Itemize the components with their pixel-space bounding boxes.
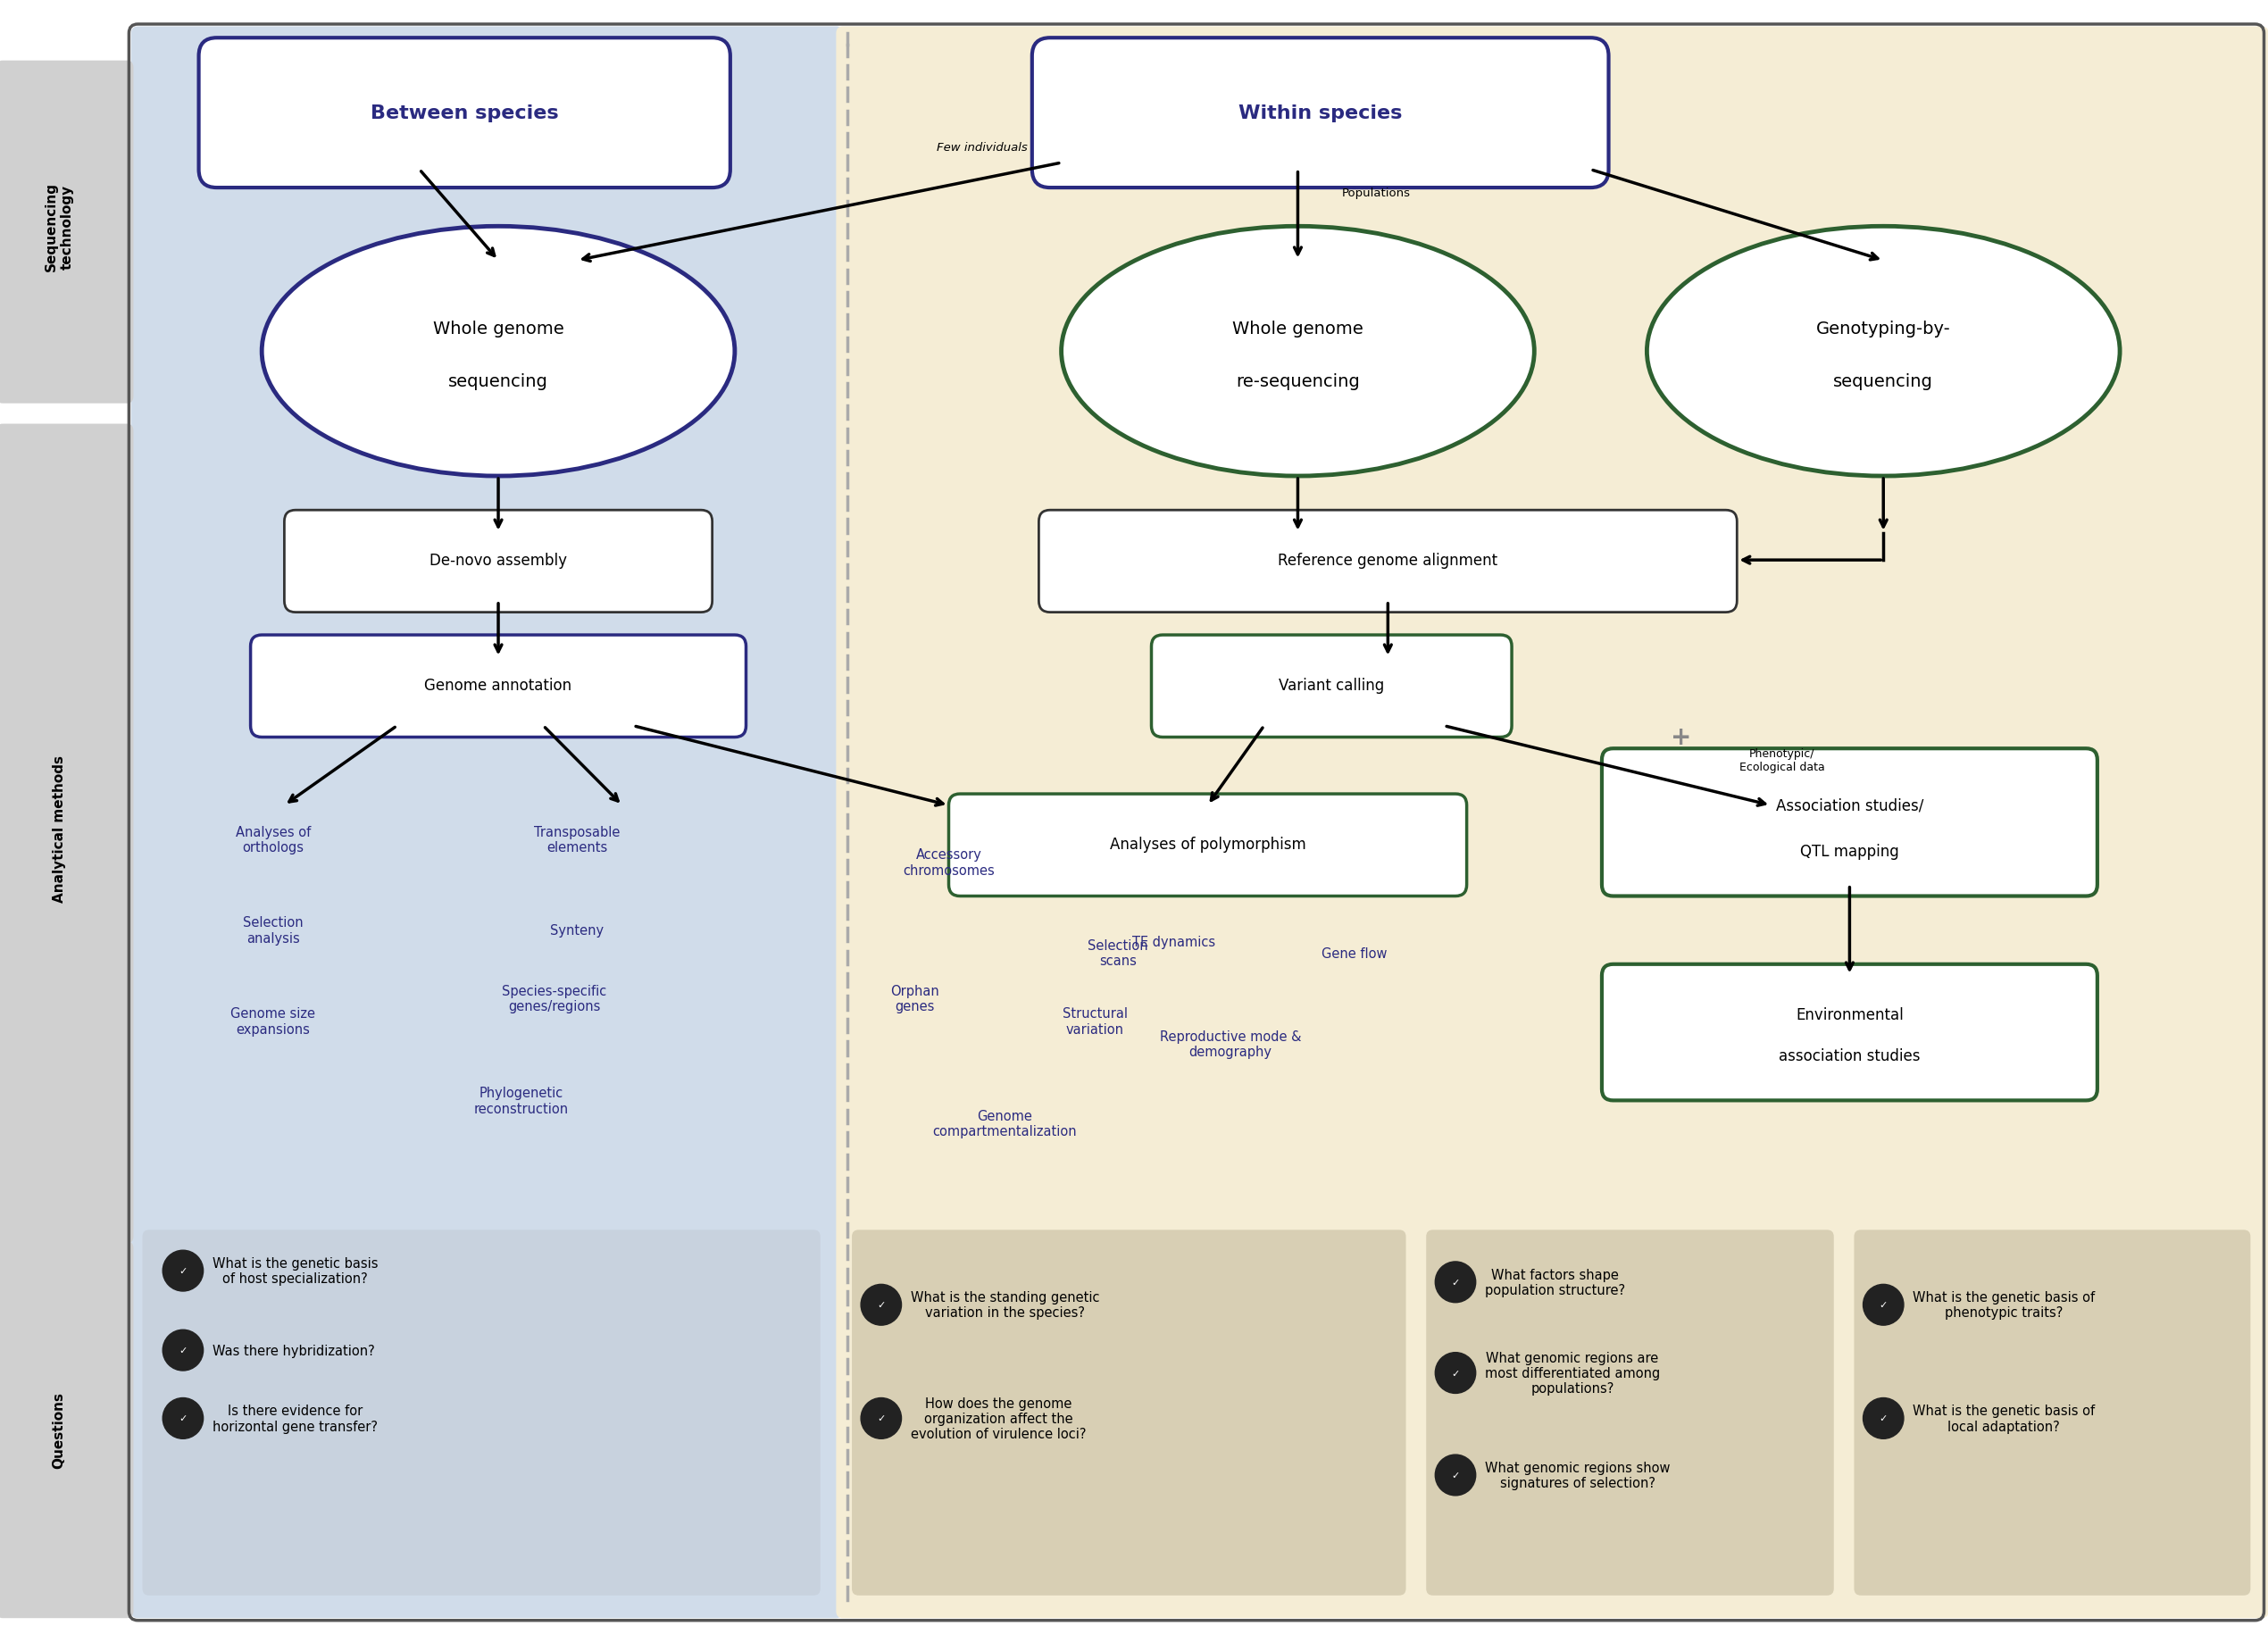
- Text: Selection
analysis: Selection analysis: [243, 917, 304, 944]
- Text: Analytical methods: Analytical methods: [52, 755, 66, 902]
- FancyBboxPatch shape: [1032, 39, 1608, 188]
- Text: Environmental: Environmental: [1796, 1007, 1903, 1023]
- Text: De-novo assembly: De-novo assembly: [429, 552, 567, 569]
- Text: Within species: Within species: [1238, 105, 1402, 123]
- Ellipse shape: [261, 227, 735, 477]
- Text: Few individuals: Few individuals: [937, 142, 1027, 154]
- Text: Is there evidence for
horizontal gene transfer?: Is there evidence for horizontal gene tr…: [213, 1404, 376, 1433]
- Text: ✓: ✓: [1452, 1369, 1461, 1377]
- Text: Structural
variation: Structural variation: [1061, 1007, 1127, 1036]
- Circle shape: [163, 1330, 204, 1371]
- Text: Questions: Questions: [52, 1392, 66, 1467]
- Circle shape: [862, 1284, 900, 1325]
- Circle shape: [862, 1399, 900, 1440]
- Text: ✓: ✓: [1880, 1301, 1887, 1309]
- Text: ✓: ✓: [1880, 1413, 1887, 1423]
- Text: ✓: ✓: [179, 1346, 188, 1355]
- Ellipse shape: [1061, 227, 1533, 477]
- Circle shape: [1436, 1261, 1476, 1302]
- Circle shape: [163, 1399, 204, 1440]
- Circle shape: [163, 1250, 204, 1291]
- FancyBboxPatch shape: [0, 1242, 134, 1618]
- Text: What genomic regions show
signatures of selection?: What genomic regions show signatures of …: [1486, 1461, 1669, 1490]
- Text: ✓: ✓: [1452, 1471, 1461, 1480]
- FancyBboxPatch shape: [1427, 1230, 1835, 1595]
- Text: Genome size
expansions: Genome size expansions: [231, 1007, 315, 1036]
- Text: Reference genome alignment: Reference genome alignment: [1277, 552, 1497, 569]
- Text: What is the genetic basis
of host specialization?: What is the genetic basis of host specia…: [213, 1257, 379, 1286]
- Text: Whole genome: Whole genome: [433, 320, 565, 338]
- Text: Populations: Populations: [1343, 188, 1411, 199]
- Text: ✓: ✓: [179, 1413, 188, 1423]
- Text: Phenotypic/
Ecological data: Phenotypic/ Ecological data: [1740, 748, 1826, 773]
- Text: Association studies/: Association studies/: [1776, 797, 1923, 814]
- FancyBboxPatch shape: [1152, 636, 1513, 737]
- Text: ✓: ✓: [878, 1301, 885, 1309]
- Text: ✓: ✓: [878, 1413, 885, 1423]
- FancyBboxPatch shape: [853, 1230, 1406, 1595]
- Text: Genotyping-by-: Genotyping-by-: [1817, 320, 1950, 338]
- Text: What is the genetic basis of
phenotypic traits?: What is the genetic basis of phenotypic …: [1912, 1291, 2096, 1319]
- FancyBboxPatch shape: [1039, 510, 1737, 613]
- Text: What is the genetic basis of
local adaptation?: What is the genetic basis of local adapt…: [1912, 1404, 2096, 1433]
- Text: Variant calling: Variant calling: [1279, 678, 1383, 693]
- FancyBboxPatch shape: [1601, 964, 2098, 1101]
- Text: What genomic regions are
most differentiated among
populations?: What genomic regions are most differenti…: [1486, 1351, 1660, 1395]
- Text: sequencing: sequencing: [1833, 373, 1932, 391]
- Circle shape: [1862, 1284, 1903, 1325]
- Text: Transposable
elements: Transposable elements: [533, 825, 619, 855]
- Text: re-sequencing: re-sequencing: [1236, 373, 1361, 391]
- Text: Was there hybridization?: Was there hybridization?: [213, 1343, 374, 1356]
- FancyBboxPatch shape: [132, 28, 844, 1618]
- Text: Species-specific
genes/regions: Species-specific genes/regions: [501, 984, 608, 1013]
- FancyBboxPatch shape: [143, 1230, 821, 1595]
- Text: Orphan
genes: Orphan genes: [891, 984, 939, 1013]
- Circle shape: [1436, 1454, 1476, 1495]
- Text: What factors shape
population structure?: What factors shape population structure?: [1486, 1268, 1626, 1297]
- Text: ✓: ✓: [1452, 1278, 1461, 1286]
- FancyBboxPatch shape: [200, 39, 730, 188]
- FancyBboxPatch shape: [0, 425, 134, 1243]
- Circle shape: [1436, 1353, 1476, 1394]
- Text: Phylogenetic
reconstruction: Phylogenetic reconstruction: [474, 1087, 569, 1114]
- Text: sequencing: sequencing: [449, 373, 549, 391]
- Text: Selection
scans: Selection scans: [1086, 938, 1148, 967]
- Text: TE dynamics: TE dynamics: [1132, 935, 1216, 948]
- Text: Genome
compartmentalization: Genome compartmentalization: [932, 1109, 1077, 1137]
- Text: How does the genome
organization affect the
evolution of virulence loci?: How does the genome organization affect …: [909, 1395, 1086, 1441]
- FancyBboxPatch shape: [1855, 1230, 2250, 1595]
- Text: ✓: ✓: [179, 1266, 188, 1276]
- Text: Between species: Between species: [370, 105, 558, 123]
- Ellipse shape: [1647, 227, 2121, 477]
- Text: Whole genome: Whole genome: [1232, 320, 1363, 338]
- FancyBboxPatch shape: [249, 636, 746, 737]
- Text: Analyses of
orthologs: Analyses of orthologs: [236, 825, 311, 855]
- Text: What is the standing genetic
variation in the species?: What is the standing genetic variation i…: [909, 1291, 1100, 1319]
- Text: Synteny: Synteny: [551, 923, 603, 938]
- Text: QTL mapping: QTL mapping: [1801, 843, 1898, 859]
- Text: Reproductive mode &
demography: Reproductive mode & demography: [1159, 1029, 1302, 1059]
- FancyBboxPatch shape: [1601, 748, 2098, 897]
- Circle shape: [1862, 1399, 1903, 1440]
- FancyBboxPatch shape: [837, 28, 2268, 1618]
- FancyBboxPatch shape: [0, 62, 134, 404]
- Text: Genome annotation: Genome annotation: [424, 678, 572, 693]
- Text: Accessory
chromosomes: Accessory chromosomes: [903, 848, 996, 877]
- Text: Analyses of polymorphism: Analyses of polymorphism: [1109, 837, 1306, 853]
- Text: association studies: association studies: [1778, 1047, 1921, 1064]
- Text: Gene flow: Gene flow: [1322, 946, 1388, 959]
- Text: Sequencing
technology: Sequencing technology: [45, 183, 73, 271]
- Text: +: +: [1669, 725, 1692, 750]
- FancyBboxPatch shape: [948, 794, 1467, 897]
- FancyBboxPatch shape: [284, 510, 712, 613]
